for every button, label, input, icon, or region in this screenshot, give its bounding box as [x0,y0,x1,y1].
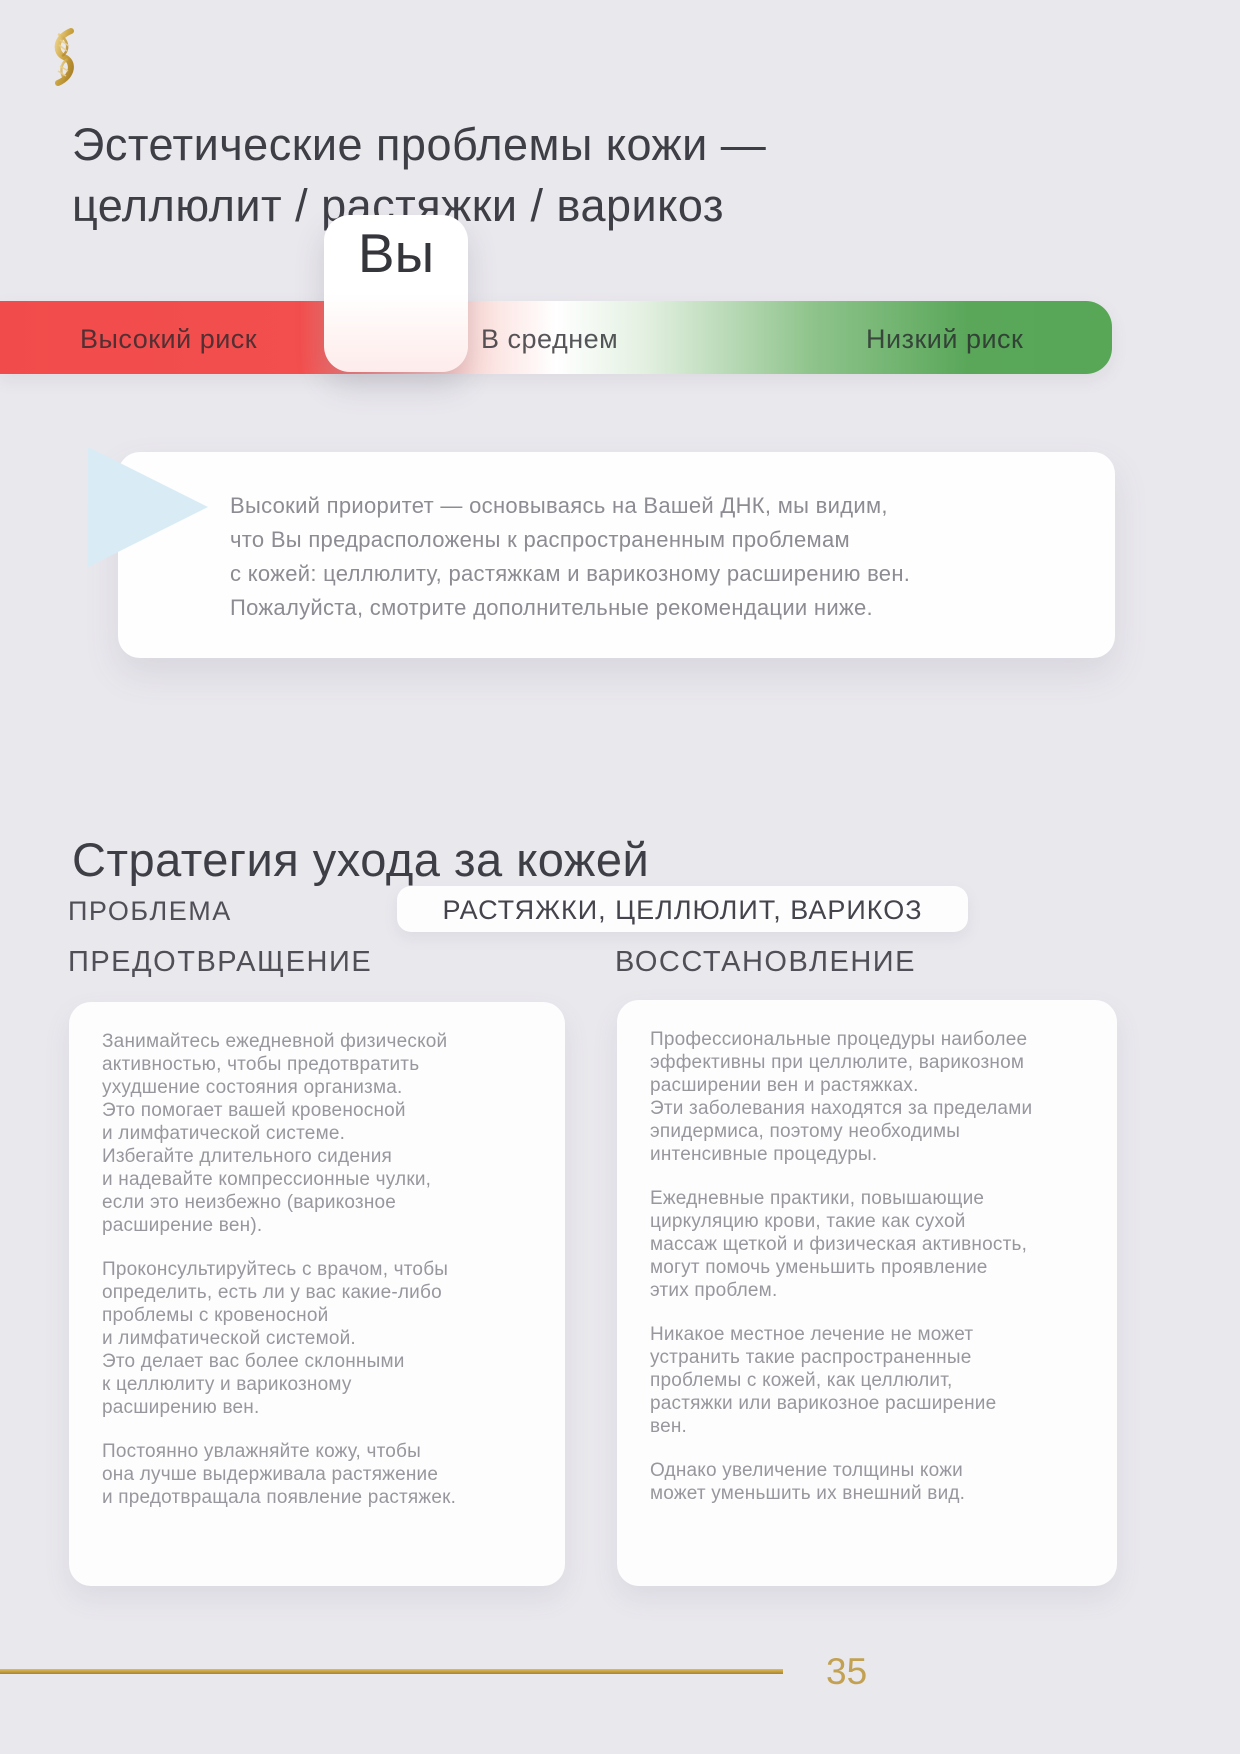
page-title-line1: Эстетические проблемы кожи — [72,119,767,171]
problem-label: ПРОБЛЕМА [68,896,232,926]
dna-helix-icon [54,28,74,86]
column-heading-recovery: ВОССТАНОВЛЕНИЕ [615,946,916,978]
recovery-paragraph: Однако увеличение толщины кожи может уме… [650,1460,966,1504]
prevention-paragraph: Занимайтесь ежедневной физической активн… [102,1031,448,1236]
recovery-paragraph: Профессиональные процедуры наиболее эффе… [650,1029,1033,1165]
column-heading-prevention: ПРЕДОТВРАЩЕНИЕ [68,946,373,978]
prevention-paragraph: Проконсультируйтесь с врачом, чтобы опре… [102,1259,449,1418]
priority-callout [118,452,1115,658]
you-marker: Вы [324,215,468,372]
strategy-section-title: Стратегия ухода за кожей [72,833,650,886]
page-number: 35 [826,1651,868,1692]
recovery-paragraph: Ежедневные практики, повышающие циркуляц… [650,1188,1028,1301]
recovery-card: Профессиональные процедуры наиболее эффе… [617,1000,1117,1586]
priority-callout-text: Высокий приоритет — основываясь на Вашей… [230,493,911,620]
risk-label-high: Высокий риск [80,324,258,354]
recovery-paragraph: Никакое местное лечение не может устрани… [650,1324,997,1437]
risk-gradient-bar: Высокий риск В среднем Низкий риск [0,301,1112,374]
problem-value-pill: РАСТЯЖКИ, ЦЕЛЛЮЛИТ, ВАРИКОЗ [397,886,968,932]
prevention-paragraph: Постоянно увлажняйте кожу, чтобы она луч… [102,1441,457,1508]
risk-label-medium: В среднем [481,324,619,354]
prevention-card: Занимайтесь ежедневной физической активн… [69,1002,565,1586]
risk-label-low: Низкий риск [866,324,1024,354]
footer-gold-line [0,1669,783,1674]
you-marker-label: Вы [357,222,435,284]
page-title: Эстетические проблемы кожи — целлюлит / … [72,114,766,236]
